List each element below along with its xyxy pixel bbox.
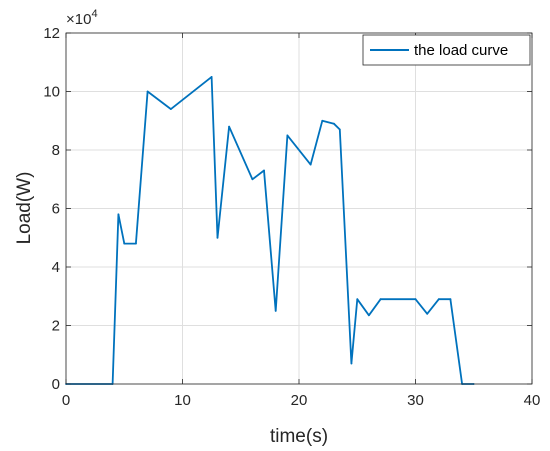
y-tick-label: 10 — [43, 84, 60, 101]
data-point — [309, 163, 312, 166]
x-tick-label: 40 — [524, 392, 541, 409]
legend-label: the load curve — [414, 42, 508, 59]
y-tick-labels: 0 2 4 6 8 10 12 — [43, 25, 60, 393]
axis-ticks — [65, 32, 533, 385]
data-point — [321, 119, 324, 122]
y-tick-label: 8 — [52, 142, 60, 159]
data-point — [368, 314, 370, 317]
y-tick-label: 0 — [52, 376, 60, 393]
data-point — [146, 90, 149, 93]
data-point — [251, 178, 254, 181]
data-point — [210, 75, 213, 78]
data-point — [117, 213, 120, 216]
y-tick-label: 2 — [52, 318, 60, 335]
data-point — [350, 362, 353, 365]
data-point — [274, 309, 277, 312]
y-exponent-label: ×104 — [66, 8, 98, 28]
data-point — [228, 125, 231, 128]
y-tick-label: 4 — [52, 259, 60, 276]
data-point — [437, 298, 440, 301]
y-tick-label: 6 — [52, 201, 60, 218]
data-point — [286, 134, 289, 137]
x-tick-labels: 0 10 20 30 40 — [62, 392, 541, 409]
data-point — [379, 298, 382, 301]
data-point — [333, 122, 335, 125]
data-point — [414, 298, 417, 301]
data-point — [449, 298, 452, 301]
data-point — [216, 236, 219, 239]
data-point — [123, 242, 126, 245]
y-exponent-power: 4 — [91, 8, 97, 20]
x-tick-label: 0 — [62, 392, 70, 409]
x-tick-label: 20 — [291, 392, 308, 409]
x-tick-label: 30 — [407, 392, 424, 409]
series-layer — [65, 75, 475, 385]
data-point — [169, 108, 172, 110]
y-tick-label: 12 — [43, 25, 60, 42]
legend: the load curve — [362, 34, 531, 66]
legend-box — [362, 34, 531, 66]
y-axis-title: Load(W) — [14, 172, 35, 245]
data-point — [338, 128, 341, 131]
data-point — [426, 312, 429, 315]
data-point — [356, 298, 359, 301]
y-exponent-base: ×10 — [66, 11, 91, 28]
x-axis-title: time(s) — [270, 426, 328, 447]
series-line — [66, 76, 474, 385]
x-tick-label: 10 — [174, 392, 191, 409]
data-point — [135, 242, 137, 245]
data-point — [263, 169, 265, 172]
